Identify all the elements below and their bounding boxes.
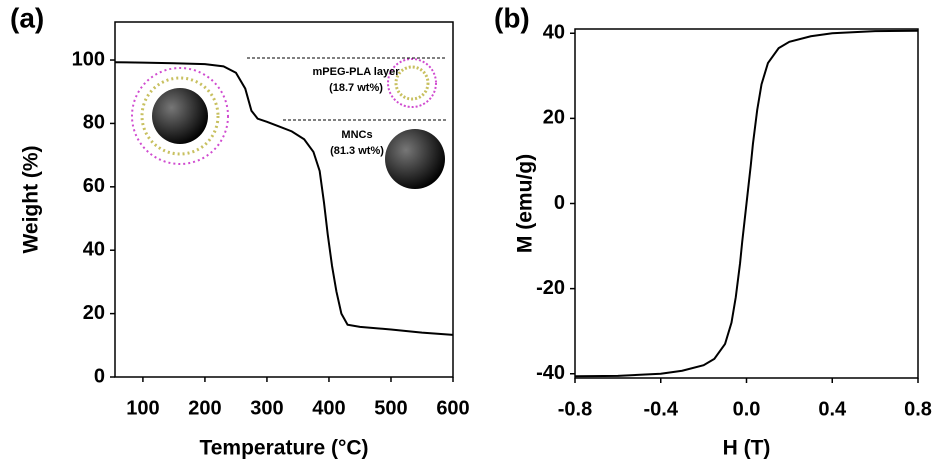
annotation: mPEG-PLA layer	[312, 66, 400, 78]
y-tick-label: 40	[543, 22, 565, 44]
shell-particle	[131, 67, 229, 165]
y-tick-label: 20	[83, 302, 105, 324]
x-tick-label: 400	[312, 397, 345, 419]
x-axis-label: H (T)	[723, 437, 771, 460]
y-tick-label: -20	[536, 277, 565, 299]
data-line	[574, 29, 919, 378]
x-tick-label: 300	[250, 397, 283, 419]
x-tick-label: -0.4	[644, 398, 679, 420]
x-tick-label: -0.8	[558, 398, 592, 420]
x-tick-label: 600	[436, 397, 469, 419]
y-axis-label: Weight (%)	[20, 145, 43, 253]
y-tick-label: 0	[94, 365, 105, 387]
mnc-particle	[385, 129, 445, 189]
y-tick-label: 20	[543, 107, 565, 129]
y-tick-label: 60	[83, 175, 105, 197]
x-tick-label: 500	[374, 397, 407, 419]
plot-frame	[114, 21, 454, 378]
small-shell-particle	[387, 58, 437, 108]
x-tick-label: 0.0	[733, 398, 761, 420]
panel-label: (b)	[494, 2, 530, 33]
annotation: (18.7 wt%)	[329, 82, 383, 94]
y-tick-label: 40	[83, 238, 105, 260]
y-tick-label: -40	[536, 362, 565, 384]
annotation: MNCs	[341, 129, 372, 141]
x-axis-label: Temperature (°C)	[199, 437, 368, 460]
y-axis-label: M (emu/g)	[514, 154, 537, 253]
panel-label: (a)	[10, 2, 44, 33]
y-tick-label: 100	[72, 48, 105, 70]
x-tick-label: 200	[188, 397, 221, 419]
data-line	[114, 61, 454, 336]
y-tick-label: 80	[83, 112, 105, 134]
annotation: (81.3 wt%)	[330, 145, 384, 157]
x-tick-label: 0.4	[818, 398, 847, 420]
y-tick-label: 0	[554, 192, 565, 214]
x-tick-label: 100	[126, 397, 159, 419]
x-tick-label: 0.8	[904, 398, 932, 420]
